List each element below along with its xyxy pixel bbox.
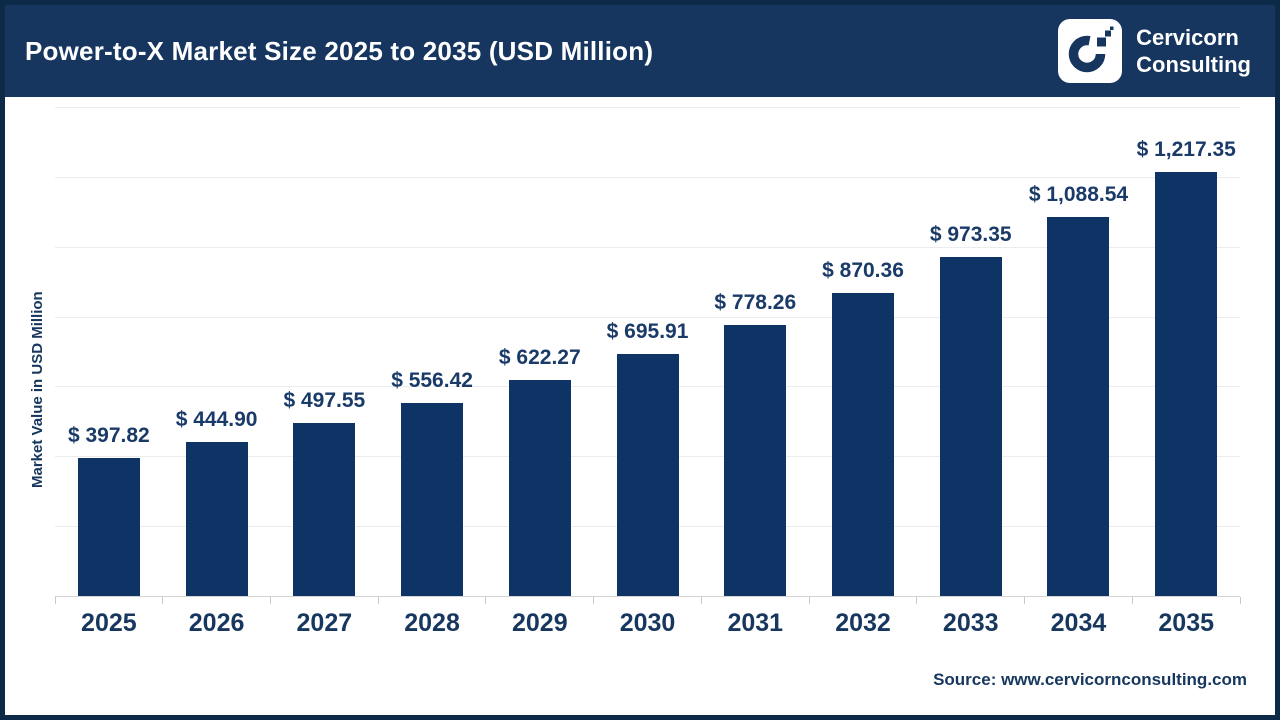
x-axis-tick xyxy=(269,597,271,604)
brand-name-line1: Cervicorn xyxy=(1136,25,1239,50)
bar-slot: $ 973.35 xyxy=(917,108,1025,597)
x-axis-line xyxy=(55,596,1240,597)
brand-logo: Cervicorn Consulting xyxy=(1058,19,1251,83)
x-labels: 2025 2026 2027 2028 2029 2030 2031 2032 2033 2034… xyxy=(55,609,1240,638)
bar-value-label: $ 695.91 xyxy=(606,319,689,343)
x-axis-tick xyxy=(1239,597,1241,604)
bar-value-label: $ 622.27 xyxy=(498,345,581,369)
x-axis-tick xyxy=(916,597,918,604)
cervicorn-logo-icon xyxy=(1058,19,1123,83)
bar-value-label: $ 556.42 xyxy=(391,368,473,392)
bar-slot: $ 622.27 xyxy=(486,108,594,597)
bar xyxy=(293,423,356,597)
bar-value-label: $ 497.55 xyxy=(283,389,366,413)
x-axis-label: 2035 xyxy=(1158,609,1215,637)
y-axis-title: Market Value in USD Million xyxy=(29,291,46,489)
bar-slot: $ 695.91 xyxy=(594,108,702,597)
x-axis-tick xyxy=(1131,597,1133,604)
bar xyxy=(939,257,1002,597)
bar-slot: $ 778.26 xyxy=(701,108,809,597)
x-axis-label: 2028 xyxy=(404,609,460,637)
bar xyxy=(185,441,248,597)
bar-slot: $ 444.90 xyxy=(163,108,271,597)
bar xyxy=(832,293,894,597)
x-axis-tick xyxy=(485,597,487,604)
bar xyxy=(508,379,571,597)
plot-area: $ 397.82 $ 444.90 $ 497.55 $ 556.42 $ 622.27… xyxy=(54,107,1241,604)
x-axis-tick xyxy=(377,597,379,604)
bar xyxy=(1155,171,1218,597)
header: Power-to-X Market Size 2025 to 2035 (USD… xyxy=(5,5,1275,97)
bar-slot: $ 1,088.54 xyxy=(1025,108,1133,597)
bar-value-label: $ 1,217.35 xyxy=(1136,137,1236,161)
page-title: Power-to-X Market Size 2025 to 2035 (USD… xyxy=(25,35,654,66)
x-axis-label: 2030 xyxy=(619,609,676,637)
gridline xyxy=(55,176,1240,178)
bar-value-label: $ 870.36 xyxy=(822,259,904,282)
x-axis-tick xyxy=(1024,597,1026,604)
gridline xyxy=(55,107,1240,108)
bar xyxy=(401,402,464,597)
x-axis-label: 2033 xyxy=(942,609,999,637)
brand-name: Cervicorn Consulting xyxy=(1136,24,1251,78)
bar xyxy=(77,458,140,597)
x-axis-tick xyxy=(700,597,702,604)
x-axis-tick xyxy=(162,597,164,604)
bar-slot: $ 497.55 xyxy=(270,108,378,597)
bar-value-label: $ 1,088.54 xyxy=(1028,182,1129,206)
brand-name-line2: Consulting xyxy=(1136,52,1251,77)
bars-row: $ 397.82 $ 444.90 $ 497.55 $ 556.42 $ 622.27… xyxy=(55,108,1240,597)
x-axis-label: 2025 xyxy=(81,609,137,637)
x-axis-label: 2029 xyxy=(511,609,568,637)
bar xyxy=(724,325,787,597)
bar-value-label: $ 778.26 xyxy=(714,291,797,315)
x-axis-tick xyxy=(593,597,595,604)
bar-slot: $ 1,217.35 xyxy=(1132,108,1240,597)
bar-slot: $ 556.42 xyxy=(378,108,486,597)
x-axis-ticks xyxy=(54,597,1241,605)
x-axis-label: 2027 xyxy=(296,609,353,637)
bar-slot: $ 870.36 xyxy=(809,108,917,597)
bar-value-label: $ 973.35 xyxy=(929,223,1012,247)
x-axis-label: 2032 xyxy=(835,609,891,637)
bar xyxy=(616,353,679,597)
bar-value-label: $ 444.90 xyxy=(175,407,258,431)
x-axis-label: 2031 xyxy=(727,609,784,637)
bar-value-label: $ 397.82 xyxy=(67,424,150,448)
bar-slot: $ 397.82 xyxy=(55,108,163,597)
x-axis-tick xyxy=(54,597,56,604)
bar xyxy=(1047,216,1110,597)
x-axis-label: 2034 xyxy=(1050,609,1107,637)
gridline xyxy=(55,246,1240,248)
gridline xyxy=(55,316,1240,318)
x-axis-tick xyxy=(808,597,810,604)
x-axis-label: 2026 xyxy=(188,609,245,637)
source-text: Source: www.cervicornconsulting.com xyxy=(933,670,1247,689)
